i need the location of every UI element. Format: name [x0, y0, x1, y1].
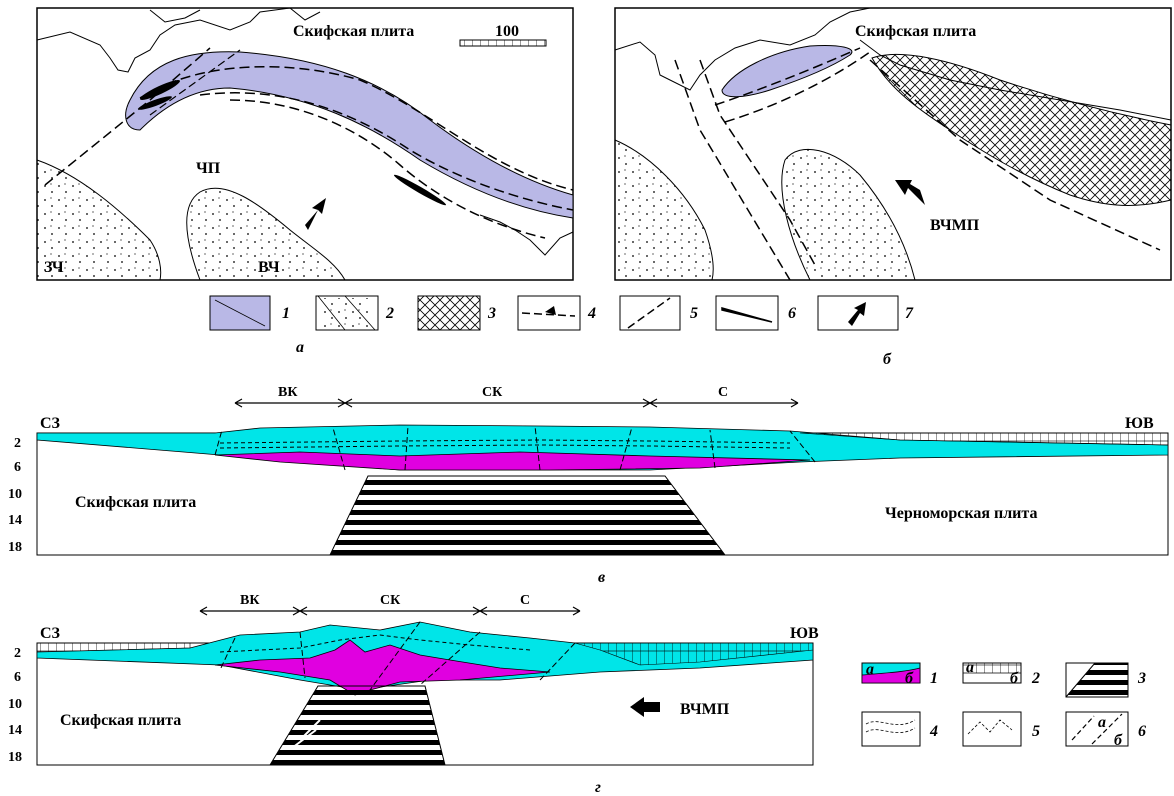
legend-num-6: 6	[788, 305, 796, 322]
label-chp: ЧП	[196, 160, 221, 177]
legend-b-num-2: 2	[1031, 670, 1040, 687]
depth-6-v: 6	[14, 460, 21, 475]
segment-s-v: С	[718, 385, 728, 400]
segment-sk-v: СК	[482, 385, 503, 400]
legend-num-1: 1	[282, 305, 290, 322]
legend-top: 1 2 3 4 5 6 7 а б	[209, 295, 914, 368]
legend-num-7: 7	[905, 305, 914, 322]
label-vchmp-b: ВЧМП	[930, 217, 980, 234]
arrow-icon-legend	[848, 302, 866, 326]
depth-14-v: 14	[8, 513, 22, 528]
depth-2-v: 2	[14, 436, 21, 451]
panel-letter-g: г	[595, 779, 601, 796]
crust-block-g	[269, 685, 446, 766]
depth-6-g: 6	[14, 670, 21, 685]
fold-belt-zone-b	[721, 45, 853, 98]
basin-west-b	[614, 139, 714, 281]
legend-num-3: 3	[487, 305, 496, 322]
legend-b2-sub-b: б	[1010, 670, 1019, 687]
legend-b-num-3: 3	[1137, 670, 1146, 687]
depth-10-v: 10	[8, 487, 22, 502]
panel-letter-v: в	[598, 569, 605, 586]
legend-b2-sub-a: а	[966, 659, 974, 676]
segment-vk-g: ВК	[240, 593, 260, 608]
legend-b1-sub-b: б	[905, 670, 914, 687]
depth-18-g: 18	[8, 750, 22, 765]
panel-letter-a: а	[296, 339, 304, 356]
arrow-icon-b	[895, 180, 925, 205]
crosshatched-zone	[871, 53, 1172, 206]
label-vch: ВЧ	[258, 259, 280, 276]
legend-b6-sub-b: б	[1114, 732, 1123, 749]
legend-b-num-1: 1	[930, 670, 938, 687]
legend-bottom: а б 1 а б 2 3 4 5 а б 6	[861, 659, 1146, 749]
depth-18-v: 18	[8, 540, 22, 555]
scythian-plate-label-a: Скифская плита	[293, 23, 414, 40]
map-panel-b: Скифская плита ВЧМП	[614, 7, 1172, 281]
map-panel-a: 100 Скифская плита ЧП ЗЧ ВЧ	[36, 7, 574, 281]
coastline-crimea	[36, 7, 321, 73]
se-label-v: ЮВ	[1125, 415, 1154, 432]
panel-letter-b: б	[883, 351, 892, 368]
scythian-plate-label-b: Скифская плита	[855, 23, 976, 40]
legend-num-4: 4	[587, 305, 596, 322]
legend-num-5: 5	[690, 305, 698, 322]
legend-b-num-6: 6	[1138, 723, 1146, 740]
nw-label-v: СЗ	[40, 415, 61, 432]
arrow-icon	[305, 198, 326, 230]
basin-west-black-sea	[36, 159, 162, 281]
left-plate-label-v: Скифская плита	[75, 494, 196, 511]
legend-b-num-5: 5	[1032, 723, 1040, 740]
depth-2-g: 2	[14, 646, 21, 661]
legend-b1-sub-a: а	[866, 661, 874, 678]
depth-14-g: 14	[8, 723, 22, 738]
depth-10-g: 10	[8, 697, 22, 712]
legend-b-num-4: 4	[929, 723, 938, 740]
label-zch: ЗЧ	[44, 259, 64, 276]
arrow-icon-g	[630, 697, 660, 717]
cross-section-g: ВК СК С СЗ ЮВ 2 6 10 14 18 Скифская плит…	[8, 593, 819, 796]
cross-section-v: ВК СК С СЗ ЮВ 2 6 10 14 18 Скифская плит…	[8, 385, 1169, 586]
basin-east-black-sea	[186, 187, 346, 281]
label-vchmp-g: ВЧМП	[680, 701, 730, 718]
segment-vk-v: ВК	[278, 385, 298, 400]
right-plate-label-v: Черноморская плита	[885, 505, 1037, 522]
se-label-g: ЮВ	[790, 625, 819, 642]
legend-b6-sub-a: а	[1098, 714, 1106, 731]
crust-block-v	[329, 475, 727, 556]
basin-east-b	[781, 148, 916, 281]
coastline-crimea-b	[614, 7, 871, 91]
segment-s-g: С	[520, 593, 530, 608]
left-plate-label-g: Скифская плита	[60, 712, 181, 729]
segment-sk-g: СК	[380, 593, 401, 608]
legend-num-2: 2	[385, 305, 394, 322]
nw-label-g: СЗ	[40, 625, 61, 642]
scale-label: 100	[495, 23, 519, 40]
